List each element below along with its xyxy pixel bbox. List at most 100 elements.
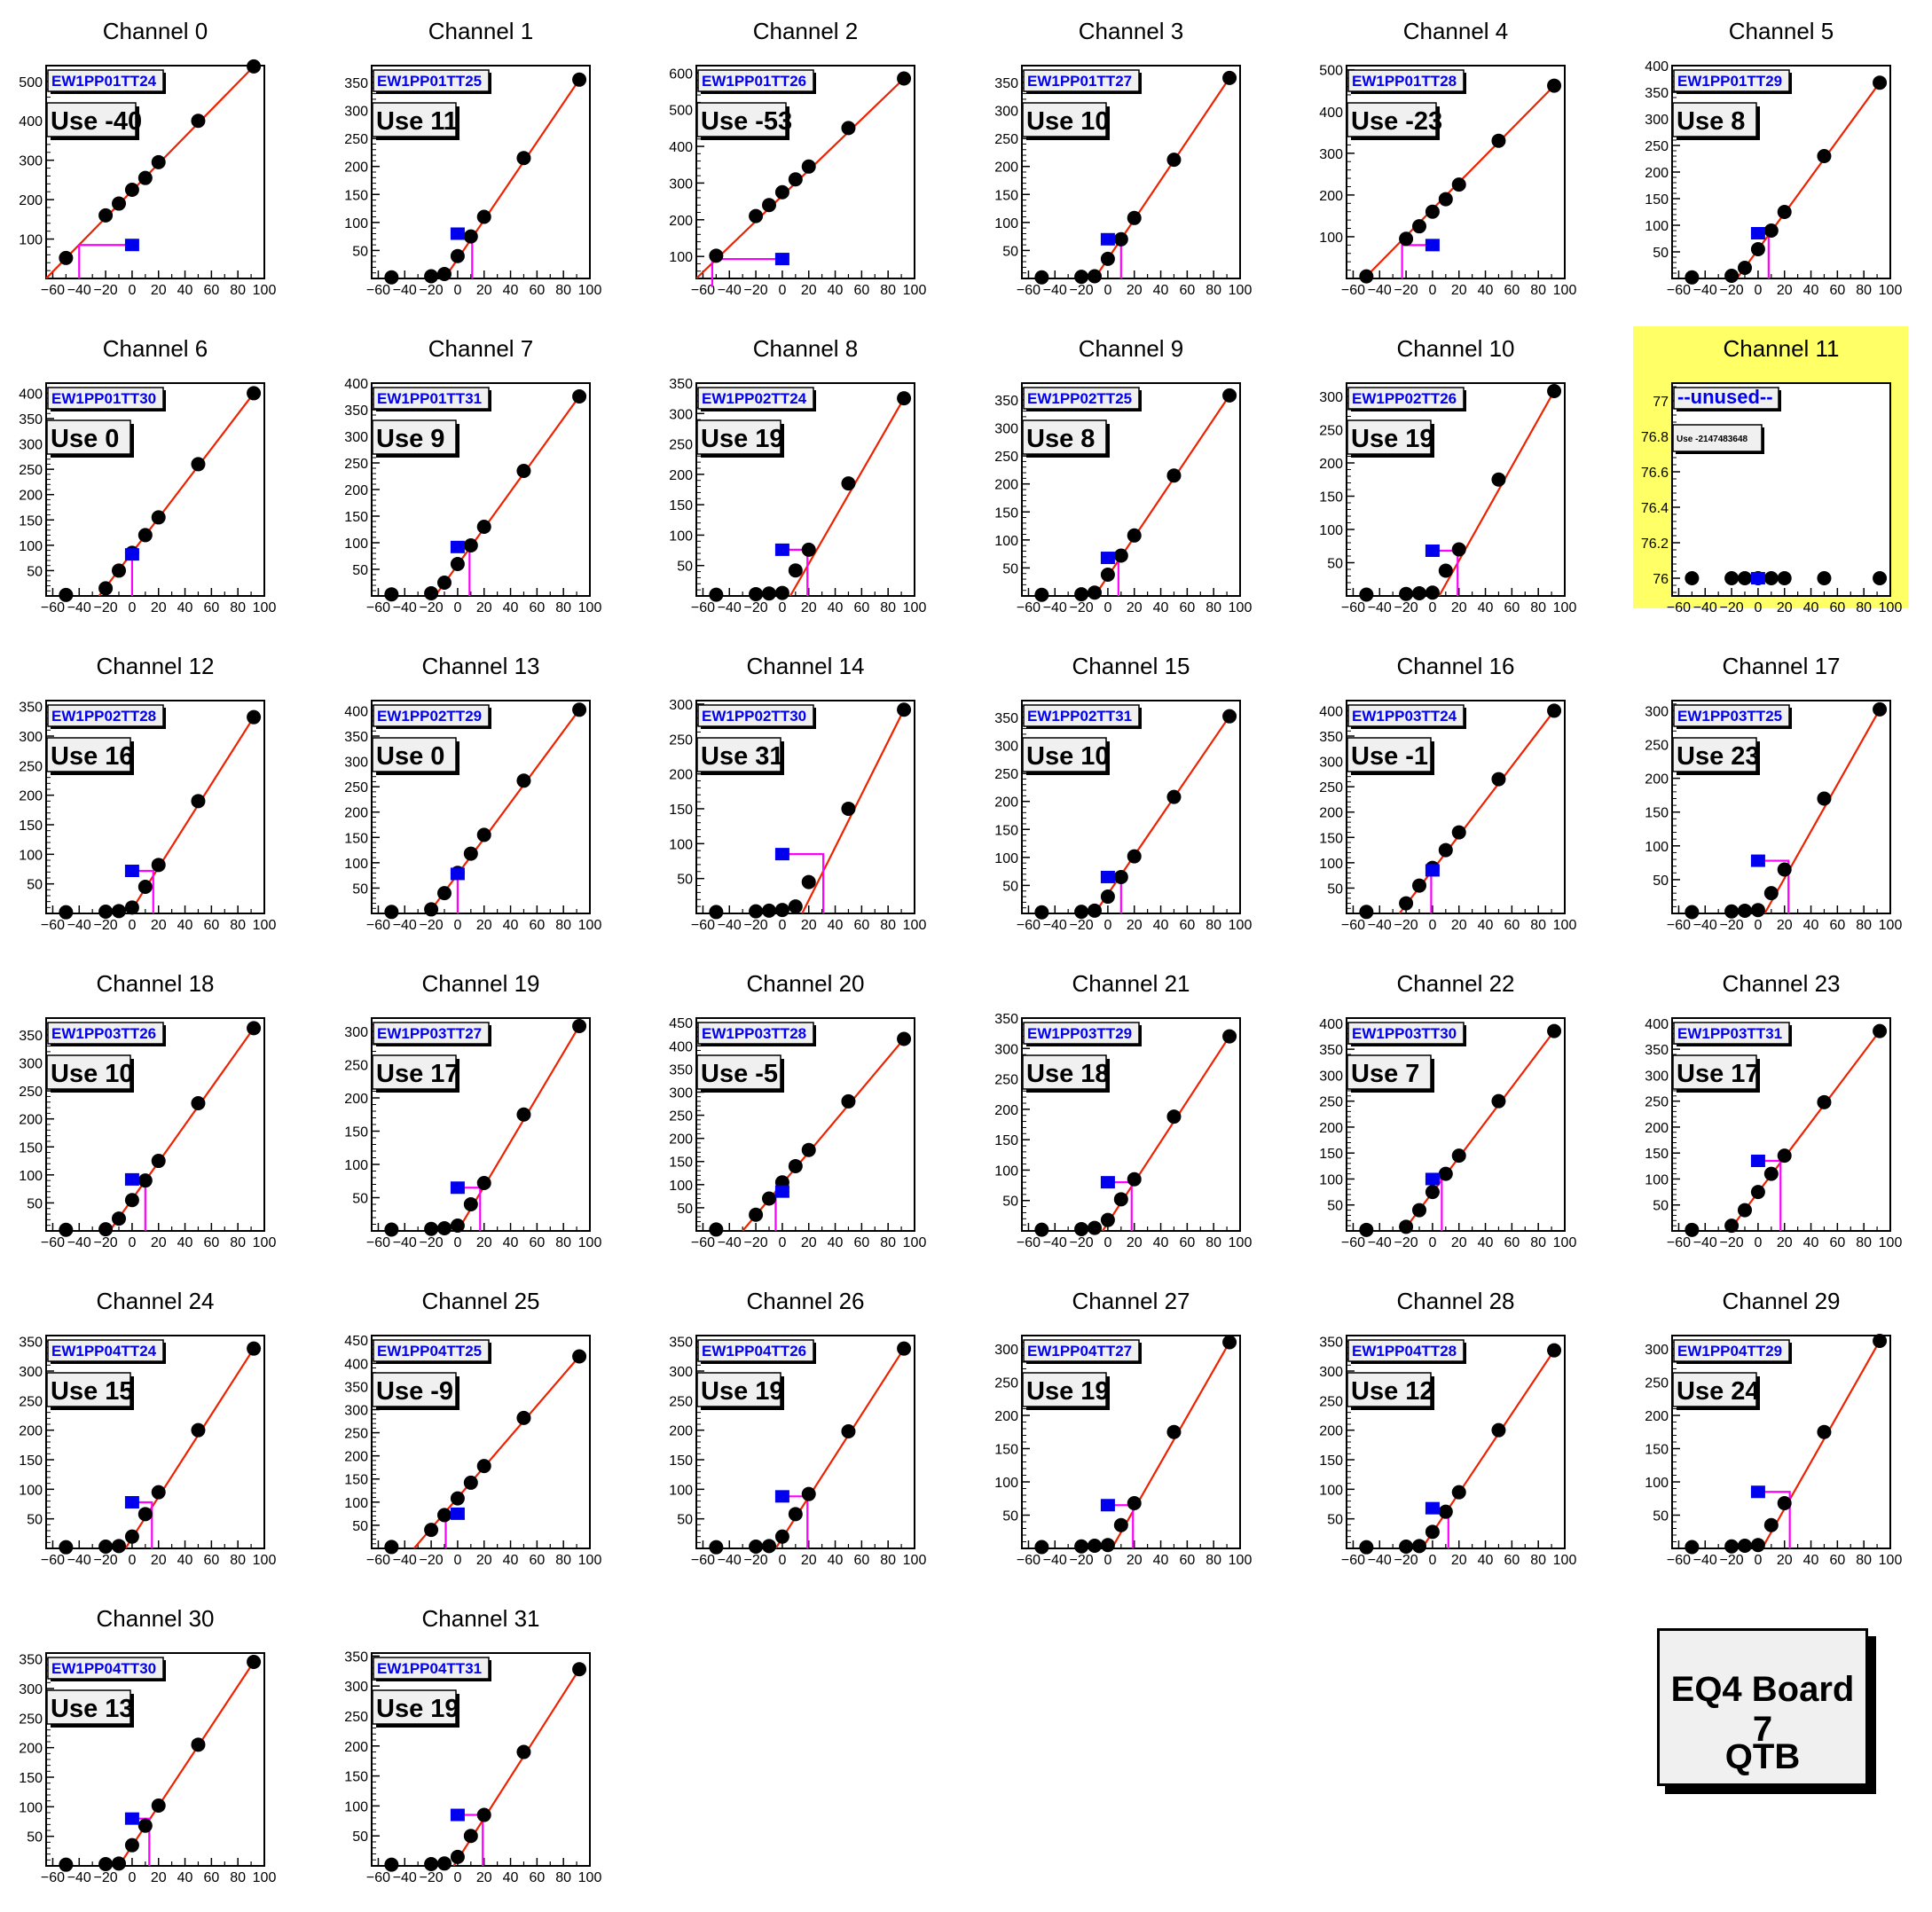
y-tick-label: 200 bbox=[344, 483, 368, 498]
x-tick-label: −40 bbox=[392, 918, 416, 933]
y-tick-label: 150 bbox=[19, 513, 43, 529]
data-point bbox=[1412, 219, 1426, 233]
chart-title: Channel 25 bbox=[421, 1288, 539, 1314]
data-point bbox=[112, 1856, 126, 1870]
data-point bbox=[516, 1745, 530, 1759]
data-point bbox=[1359, 270, 1373, 284]
data-point bbox=[450, 1219, 464, 1233]
x-tick-label: 100 bbox=[577, 283, 601, 298]
data-point bbox=[138, 1507, 153, 1521]
data-point bbox=[152, 155, 166, 169]
data-point bbox=[384, 270, 398, 285]
x-tick-label: 100 bbox=[1553, 283, 1577, 298]
data-point bbox=[1088, 1539, 1102, 1553]
x-tick-label: 100 bbox=[1878, 1235, 1902, 1250]
data-point bbox=[1817, 1095, 1831, 1109]
y-tick-label: 150 bbox=[669, 498, 693, 513]
data-point bbox=[1100, 889, 1114, 904]
y-tick-label: 250 bbox=[994, 1073, 1018, 1088]
x-tick-label: 0 bbox=[128, 1870, 136, 1885]
data-point bbox=[789, 563, 803, 577]
data-point bbox=[424, 1222, 438, 1236]
x-tick-label: −20 bbox=[1394, 283, 1418, 298]
data-point bbox=[897, 391, 911, 405]
data-point bbox=[191, 794, 205, 808]
x-tick-label: 0 bbox=[128, 283, 136, 298]
x-tick-label: 40 bbox=[502, 600, 518, 615]
data-point bbox=[1738, 904, 1752, 918]
data-point bbox=[1412, 1203, 1426, 1218]
data-point bbox=[384, 587, 398, 601]
data-point bbox=[789, 172, 803, 186]
x-tick-label: 80 bbox=[1206, 283, 1221, 298]
x-tick-label: 60 bbox=[1504, 600, 1520, 615]
marker-square bbox=[1750, 1485, 1764, 1498]
x-tick-label: 20 bbox=[1776, 283, 1792, 298]
tag-label: EW1PP02TT31 bbox=[1027, 708, 1132, 725]
plot-frame bbox=[1347, 66, 1565, 278]
y-tick-label: 350 bbox=[344, 1649, 368, 1665]
data-point bbox=[1724, 269, 1739, 283]
data-point bbox=[463, 230, 477, 244]
use-label: Use 8 bbox=[1677, 107, 1745, 136]
tag-label: EW1PP02TT26 bbox=[1352, 390, 1457, 407]
data-point bbox=[98, 581, 113, 595]
data-point bbox=[112, 904, 126, 918]
data-point bbox=[152, 1154, 166, 1168]
x-tick-label: −20 bbox=[1069, 283, 1093, 298]
marker-square bbox=[450, 867, 464, 880]
data-point bbox=[98, 905, 113, 919]
y-tick-label: 250 bbox=[1319, 1095, 1343, 1110]
x-tick-label: 0 bbox=[1428, 1235, 1436, 1250]
y-tick-label: 300 bbox=[1645, 1343, 1669, 1358]
x-tick-label: 20 bbox=[151, 600, 167, 615]
data-point bbox=[1074, 270, 1088, 284]
y-tick-label: 200 bbox=[19, 1424, 43, 1439]
y-tick-label: 300 bbox=[19, 730, 43, 745]
y-tick-label: 100 bbox=[1319, 231, 1343, 246]
x-tick-label: 60 bbox=[529, 1870, 545, 1885]
y-tick-label: 150 bbox=[994, 505, 1018, 521]
use-label: Use -9 bbox=[376, 1377, 453, 1406]
marker-square bbox=[125, 548, 139, 560]
tag-label: EW1PP03TT29 bbox=[1027, 1025, 1132, 1042]
x-tick-label: 80 bbox=[230, 283, 246, 298]
chart-title: Channel 22 bbox=[1397, 970, 1515, 997]
tag-label: EW1PP03TT27 bbox=[377, 1025, 482, 1042]
y-tick-label: 400 bbox=[344, 704, 368, 719]
use-label: Use 19 bbox=[1026, 1377, 1110, 1406]
y-tick-label: 400 bbox=[19, 387, 43, 402]
y-tick-label: 400 bbox=[344, 1357, 368, 1372]
x-tick-label: 60 bbox=[529, 283, 545, 298]
x-tick-label: −40 bbox=[1042, 283, 1066, 298]
data-point bbox=[1491, 1423, 1505, 1438]
y-tick-label: 200 bbox=[669, 1132, 693, 1148]
data-point bbox=[1439, 564, 1453, 578]
x-tick-label: −60 bbox=[41, 283, 65, 298]
x-tick-label: 60 bbox=[1504, 283, 1520, 298]
x-tick-label: −60 bbox=[691, 918, 715, 933]
x-tick-label: −60 bbox=[1016, 600, 1040, 615]
x-tick-label: −20 bbox=[1394, 600, 1418, 615]
data-point bbox=[1738, 571, 1752, 585]
marker-square bbox=[450, 1181, 464, 1194]
x-tick-label: 40 bbox=[1152, 283, 1168, 298]
x-tick-label: 20 bbox=[475, 283, 491, 298]
data-point bbox=[247, 386, 261, 400]
data-point bbox=[1100, 1213, 1114, 1227]
data-point bbox=[762, 904, 776, 918]
y-tick-label: 50 bbox=[27, 878, 43, 893]
y-tick-label: 350 bbox=[19, 1653, 43, 1668]
data-point bbox=[1399, 897, 1413, 911]
data-point bbox=[1750, 1185, 1764, 1199]
data-point bbox=[1074, 1540, 1088, 1554]
tag-label: EW1PP03TT30 bbox=[1352, 1025, 1457, 1042]
data-point bbox=[152, 510, 166, 524]
y-tick-label: 50 bbox=[677, 1513, 693, 1528]
